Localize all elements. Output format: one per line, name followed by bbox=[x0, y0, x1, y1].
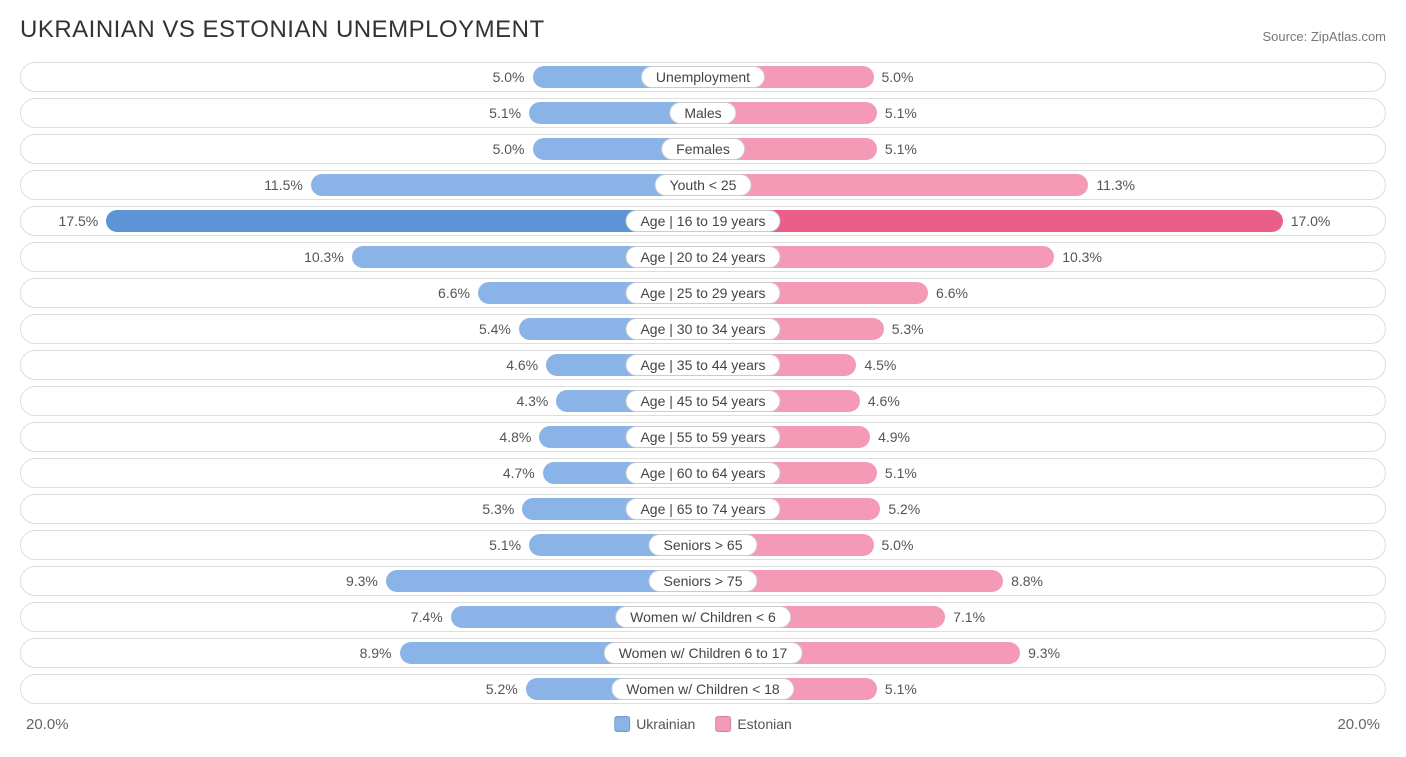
category-label: Seniors > 75 bbox=[649, 570, 758, 592]
value-right: 5.1% bbox=[885, 141, 917, 157]
value-right: 5.0% bbox=[882, 537, 914, 553]
value-right: 9.3% bbox=[1028, 645, 1060, 661]
value-right: 10.3% bbox=[1062, 249, 1102, 265]
chart-row: 7.4% 7.1% Women w/ Children < 6 bbox=[20, 602, 1386, 632]
chart-header: UKRAINIAN VS ESTONIAN UNEMPLOYMENT Sourc… bbox=[20, 16, 1386, 44]
category-label: Age | 20 to 24 years bbox=[625, 246, 780, 268]
axis-max-left: 20.0% bbox=[26, 716, 69, 733]
value-left: 11.5% bbox=[264, 177, 303, 193]
category-label: Age | 45 to 54 years bbox=[625, 390, 780, 412]
bar-left bbox=[106, 210, 703, 232]
legend-swatch-left bbox=[614, 716, 630, 732]
chart-row: 5.0% 5.0% Unemployment bbox=[20, 62, 1386, 92]
category-label: Unemployment bbox=[641, 66, 765, 88]
category-label: Age | 25 to 29 years bbox=[625, 282, 780, 304]
chart-row: 4.8% 4.9% Age | 55 to 59 years bbox=[20, 422, 1386, 452]
chart-row: 10.3% 10.3% Age | 20 to 24 years bbox=[20, 242, 1386, 272]
value-right: 5.1% bbox=[885, 681, 917, 697]
value-left: 5.0% bbox=[493, 141, 525, 157]
value-right: 4.5% bbox=[864, 357, 896, 373]
chart-row: 11.5% 11.3% Youth < 25 bbox=[20, 170, 1386, 200]
chart-row: 6.6% 6.6% Age | 25 to 29 years bbox=[20, 278, 1386, 308]
value-left: 5.3% bbox=[482, 501, 514, 517]
value-left: 4.6% bbox=[506, 357, 538, 373]
value-right: 6.6% bbox=[936, 285, 968, 301]
value-left: 7.4% bbox=[411, 609, 443, 625]
value-right: 7.1% bbox=[953, 609, 985, 625]
category-label: Age | 65 to 74 years bbox=[625, 498, 780, 520]
category-label: Age | 30 to 34 years bbox=[625, 318, 780, 340]
axis-max-right: 20.0% bbox=[1337, 716, 1380, 733]
value-right: 11.3% bbox=[1096, 177, 1135, 193]
value-left: 4.7% bbox=[503, 465, 535, 481]
chart-row: 5.1% 5.1% Males bbox=[20, 98, 1386, 128]
value-left: 5.4% bbox=[479, 321, 511, 337]
value-right: 5.3% bbox=[892, 321, 924, 337]
category-label: Women w/ Children < 18 bbox=[611, 678, 794, 700]
value-left: 5.0% bbox=[493, 69, 525, 85]
chart-row: 5.3% 5.2% Age | 65 to 74 years bbox=[20, 494, 1386, 524]
category-label: Age | 60 to 64 years bbox=[625, 462, 780, 484]
value-right: 4.9% bbox=[878, 429, 910, 445]
value-left: 5.1% bbox=[489, 105, 521, 121]
chart-row: 5.0% 5.1% Females bbox=[20, 134, 1386, 164]
value-right: 5.0% bbox=[882, 69, 914, 85]
chart-row: 5.4% 5.3% Age | 30 to 34 years bbox=[20, 314, 1386, 344]
chart-row: 4.7% 5.1% Age | 60 to 64 years bbox=[20, 458, 1386, 488]
category-label: Age | 55 to 59 years bbox=[625, 426, 780, 448]
chart-row: 5.1% 5.0% Seniors > 65 bbox=[20, 530, 1386, 560]
chart-row: 4.3% 4.6% Age | 45 to 54 years bbox=[20, 386, 1386, 416]
value-right: 5.2% bbox=[888, 501, 920, 517]
diverging-bar-chart: 5.0%5.0%Unemployment5.1%5.1%Males5.0%5.1… bbox=[20, 62, 1386, 704]
value-left: 8.9% bbox=[360, 645, 392, 661]
chart-row: 17.5% 17.0% Age | 16 to 19 years bbox=[20, 206, 1386, 236]
chart-title: UKRAINIAN VS ESTONIAN UNEMPLOYMENT bbox=[20, 16, 545, 44]
value-left: 6.6% bbox=[438, 285, 470, 301]
legend-swatch-right bbox=[715, 716, 731, 732]
value-left: 5.2% bbox=[486, 681, 518, 697]
value-left: 5.1% bbox=[489, 537, 521, 553]
category-label: Seniors > 65 bbox=[649, 534, 758, 556]
category-label: Women w/ Children 6 to 17 bbox=[604, 642, 803, 664]
category-label: Females bbox=[661, 138, 745, 160]
legend-item-left: Ukrainian bbox=[614, 716, 695, 732]
value-left: 4.3% bbox=[516, 393, 548, 409]
bar-right bbox=[703, 210, 1283, 232]
category-label: Youth < 25 bbox=[655, 174, 752, 196]
chart-row: 4.6% 4.5% Age | 35 to 44 years bbox=[20, 350, 1386, 380]
chart-source: Source: ZipAtlas.com bbox=[1262, 29, 1386, 44]
legend-item-right: Estonian bbox=[715, 716, 791, 732]
value-left: 4.8% bbox=[499, 429, 531, 445]
chart-row: 5.2% 5.1% Women w/ Children < 18 bbox=[20, 674, 1386, 704]
value-left: 10.3% bbox=[304, 249, 344, 265]
category-label: Age | 35 to 44 years bbox=[625, 354, 780, 376]
chart-footer: 20.0% Ukrainian Estonian 20.0% bbox=[20, 712, 1386, 736]
chart-row: 8.9% 9.3% Women w/ Children 6 to 17 bbox=[20, 638, 1386, 668]
legend-label-left: Ukrainian bbox=[636, 716, 695, 732]
legend: Ukrainian Estonian bbox=[614, 716, 792, 732]
legend-label-right: Estonian bbox=[737, 716, 791, 732]
category-label: Males bbox=[669, 102, 736, 124]
bar-right bbox=[703, 174, 1088, 196]
category-label: Women w/ Children < 6 bbox=[615, 606, 791, 628]
value-right: 4.6% bbox=[868, 393, 900, 409]
chart-row: 9.3% 8.8% Seniors > 75 bbox=[20, 566, 1386, 596]
value-left: 9.3% bbox=[346, 573, 378, 589]
category-label: Age | 16 to 19 years bbox=[625, 210, 780, 232]
value-right: 8.8% bbox=[1011, 573, 1043, 589]
value-right: 5.1% bbox=[885, 465, 917, 481]
value-left: 17.5% bbox=[59, 213, 99, 229]
value-right: 5.1% bbox=[885, 105, 917, 121]
value-right: 17.0% bbox=[1291, 213, 1331, 229]
bar-left bbox=[311, 174, 703, 196]
